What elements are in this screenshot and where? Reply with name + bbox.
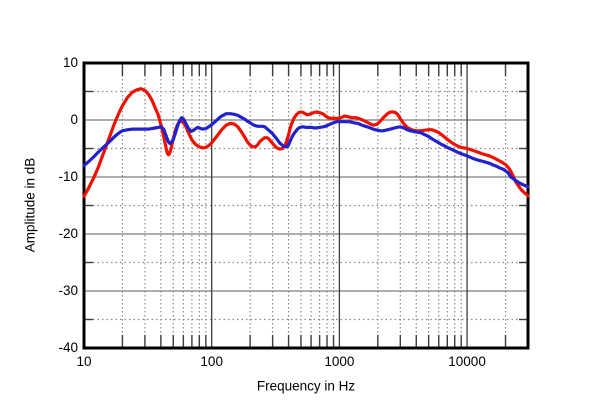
y-tick-label: -30 — [58, 283, 78, 298]
red-trace — [82, 87, 530, 198]
x-axis-title: Frequency in Hz — [256, 378, 356, 394]
blue-trace — [82, 112, 530, 189]
x-tick-label: 1000 — [324, 354, 355, 369]
x-tick-label: 10000 — [448, 354, 486, 369]
x-tick-label: 10 — [76, 354, 92, 369]
y-axis-title: Amplitude in dB — [22, 157, 38, 253]
plot-frame — [82, 61, 530, 350]
y-tick-label: -40 — [58, 340, 78, 355]
x-tick-label: 100 — [200, 354, 223, 369]
y-tick-label: -20 — [58, 226, 78, 241]
y-tick-label: 0 — [70, 112, 78, 127]
y-tick-label: -10 — [58, 169, 78, 184]
y-tick-label: 10 — [62, 55, 78, 70]
